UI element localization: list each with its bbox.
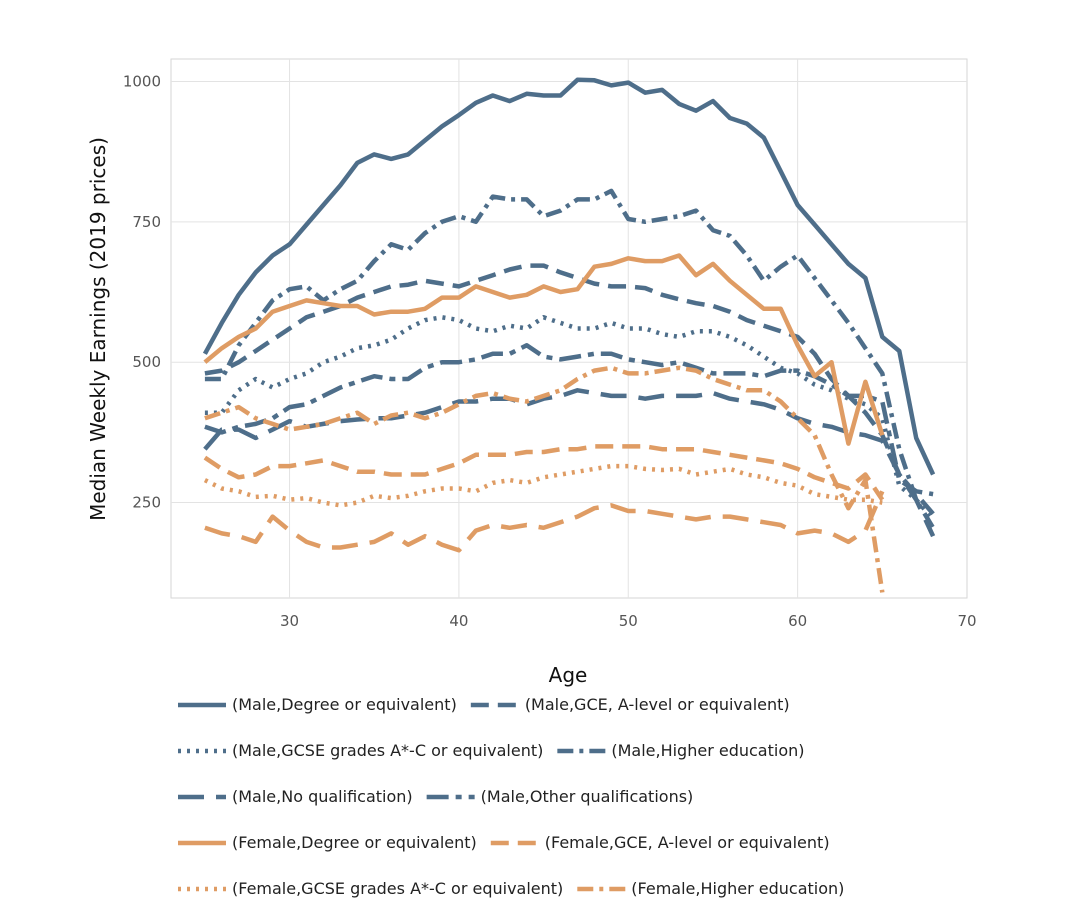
legend-label: (Male,GCE, A-level or equivalent): [525, 695, 790, 714]
legend: (Male,Degree or equivalent) (Male,GCE, A-…: [178, 695, 844, 898]
legend-label: (Male,Degree or equivalent): [232, 695, 457, 714]
y-axis-ticks: 250 500 750 1000: [123, 72, 161, 511]
series-line-3: [204, 188, 936, 529]
legend-label: (Male,No qualification): [232, 787, 413, 806]
x-tick-label: 40: [449, 612, 468, 630]
legend-label: (Male,Higher education): [611, 741, 804, 760]
legend-label: (Female,GCE, A-level or equivalent): [545, 833, 830, 852]
y-tick-label: 250: [132, 494, 161, 512]
y-tick-label: 750: [132, 213, 161, 231]
x-tick-label: 70: [957, 612, 976, 630]
y-tick-label: 500: [132, 353, 161, 371]
plot-frame: [170, 58, 968, 599]
series-line-10: [204, 490, 885, 553]
plot-background: [170, 58, 968, 599]
x-tick-label: 60: [788, 612, 807, 630]
x-tick-label: 50: [619, 612, 638, 630]
y-axis-title: Median Weekly Earnings (2019 prices): [86, 137, 110, 521]
series-line-2: [204, 315, 935, 521]
series-line-7: [203, 444, 885, 501]
legend-label: (Male,GCSE grades A*-C or equivalent): [232, 741, 543, 760]
legend-label: (Female,GCSE grades A*-C or equivalent): [232, 879, 563, 898]
x-axis-title: Age: [549, 663, 588, 687]
x-axis-ticks: 30 40 50 60 70: [280, 612, 977, 630]
series-line-9: [204, 365, 885, 593]
legend-label: (Female,Degree or equivalent): [232, 833, 477, 852]
legend-label: (Female,Higher education): [631, 879, 844, 898]
series-line-0: [202, 77, 936, 476]
series-lines: [202, 77, 936, 593]
series-line-1: [204, 263, 935, 516]
x-tick-label: 30: [280, 612, 299, 630]
y-tick-label: 1000: [123, 72, 161, 90]
series-line-6: [203, 253, 885, 446]
legend-label: (Male,Other qualifications): [481, 787, 694, 806]
grid-lines: [171, 59, 967, 598]
